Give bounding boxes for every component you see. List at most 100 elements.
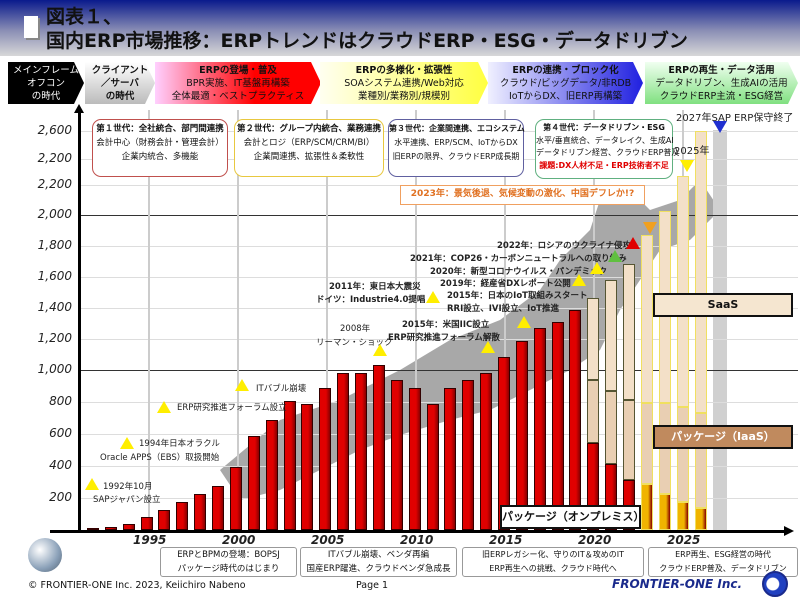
y-tick-label: 200	[49, 490, 72, 504]
bar-2013-onpremise	[462, 380, 475, 530]
generation-1-callout: 第１世代：全社統合、部門間連携 会計中心（財務会計・管理会計） 企業内統合、多機能	[92, 119, 228, 177]
bar-2016-onpremise	[515, 341, 528, 530]
bar-2011-onpremise	[426, 404, 439, 530]
bar-2025-onpremise	[676, 501, 689, 530]
x-tick-label: 2005	[311, 533, 345, 547]
gridline-2000	[78, 215, 798, 216]
x-axis	[50, 530, 785, 533]
warning-triangle-icon	[235, 379, 249, 391]
copyright: © FRONTIER-ONE Inc. 2023, Keiichiro Nabe…	[28, 580, 246, 591]
y-tick-label: 400	[49, 458, 72, 472]
y-tick-label: 2,200	[37, 177, 72, 191]
period-box-1: ERPとBPMの登場：BOPSJ パッケージ時代のはじまり	[160, 547, 297, 577]
vgrid	[148, 110, 150, 530]
y-tick-label: 1,000	[37, 362, 72, 376]
bar-2004-onpremise	[301, 404, 314, 530]
bar-2010-onpremise	[408, 388, 421, 530]
y-tick-label: 2,000	[37, 207, 72, 221]
company-logo: FRONTIER-ONE Inc.	[612, 577, 743, 591]
gridline	[78, 308, 798, 309]
warning-triangle-icon	[481, 341, 495, 353]
period-box-2: ITバブル崩壊、ベンダ再編 国産ERP躍進、クラウドベンダ急成長	[300, 547, 457, 577]
bar-2021-iaas	[605, 390, 618, 464]
y-axis-arrow-icon	[74, 104, 84, 113]
warning-triangle-icon	[373, 344, 387, 356]
generation-3-callout: 第３世代：企業間連携、エコシステム 水平連携、ERP/SCM、IoTからDX 旧ER…	[388, 119, 525, 177]
bar-2019-onpremise	[569, 309, 582, 530]
warning-triangle-icon	[157, 401, 171, 413]
bar-2025-iaas	[676, 407, 689, 502]
event-2015-iic-detail: ERP研究推進フォーラム解散	[388, 333, 500, 343]
bar-2024-onpremise	[658, 493, 671, 530]
x-axis-arrow-icon	[784, 526, 794, 536]
bar-1992-onpremise	[87, 528, 99, 531]
warning-triangle-icon	[590, 262, 604, 274]
x-tick-label: 2000	[222, 533, 256, 547]
y-tick-label: 1,600	[37, 269, 72, 283]
period-box-4: ERP再生、ESG経営の時代 クラウドERP普及、データドリブン	[648, 547, 798, 577]
era-erp-revival: ERPの再生・データ活用 データドリブン、生成AIの活用 クラウドERP主流・ESG…	[645, 62, 798, 104]
bar-1995-onpremise	[140, 517, 153, 530]
bar-2005-onpremise	[319, 388, 332, 530]
vgrid	[326, 110, 328, 530]
warning-triangle-icon	[85, 478, 99, 490]
era-erp-integration: ERPの連携・ブロック化 クラウド/ビッグデータ/非RDB IoTからDX、旧ERP…	[488, 62, 643, 104]
bar-2020-saas	[587, 298, 600, 380]
bar-2001-onpremise	[247, 435, 260, 530]
bar-2022-iaas	[623, 400, 636, 480]
gridline	[78, 246, 798, 247]
y-tick-label: 600	[49, 426, 72, 440]
x-tick-label: 2015	[489, 533, 523, 547]
logo-icon	[762, 571, 788, 597]
page-number: Page 1	[356, 580, 389, 591]
event-1994-detail: Oracle APPS（EBS）取扱開始	[100, 453, 220, 463]
event-2027-label: 2027年SAP ERP保守終了	[676, 113, 794, 124]
x-tick-label: 2020	[578, 533, 612, 547]
legend-saas: SaaS	[653, 293, 793, 317]
era-client-server: クライアント ／サーバ の時代	[85, 62, 155, 104]
event-2008-detail: リーマン・ショック	[316, 338, 393, 348]
y-tick-label: 800	[49, 394, 72, 408]
event-2011-detail: ドイツ：Industrie4.0提唱	[316, 295, 426, 305]
slide-header: 図表１、 国内ERP市場推移：ERPトレンドはクラウドERP・ESG・データドリ…	[0, 0, 800, 56]
bar-2008-onpremise	[372, 364, 385, 530]
event-2008-label: 2008年	[340, 324, 371, 334]
x-tick-label: 1995	[133, 533, 167, 547]
page-title: 国内ERP市場推移：ERPトレンドはクラウドERP・ESG・データドリブン	[46, 30, 688, 52]
event-2011-label: 2011年：東日本大震災	[329, 282, 421, 292]
legend-onpremise: パッケージ（オンプレミス）	[500, 505, 644, 529]
bar-2007-onpremise	[355, 372, 368, 530]
bar-2018-onpremise	[551, 322, 564, 530]
bar-2017-onpremise	[533, 328, 546, 530]
y-tick-label: 2,200	[37, 151, 72, 165]
warning-triangle-icon	[517, 316, 531, 328]
bar-1997-onpremise	[176, 501, 189, 530]
bar-1993-onpremise	[104, 526, 117, 530]
warning-triangle-icon	[120, 437, 134, 449]
bar-1996-onpremise	[158, 509, 171, 530]
event-2015-iot-label: 2015年：日本のIoT取組みスタート	[447, 291, 588, 301]
bar-2021-saas	[605, 279, 618, 391]
red-triangle-icon	[626, 237, 640, 249]
bar-1994-onpremise	[122, 523, 135, 530]
event-1992-detail: SAPジャパン設立	[93, 495, 161, 505]
era-erp-adoption: ERPの登場・普及 BPR実施、IT基盤再構築 全体最適・ベストプラクティス	[155, 62, 321, 104]
y-tick-label: 1,800	[37, 238, 72, 252]
generation-4-callout: 第４世代：データドリブン・ESG 水平/垂直統合、データレイク、生成AI データドリ…	[535, 119, 679, 179]
period-box-3: 旧ERPレガシー化、守りのIT＆攻めのIT ERP再生への挑戦、クラウド時代へ	[462, 547, 644, 577]
bar-2026-onpremise	[694, 507, 707, 530]
y-axis	[78, 110, 81, 532]
vgrid	[415, 110, 417, 530]
y-tick-label: 1,400	[37, 300, 72, 314]
bar-2020-iaas	[587, 379, 600, 444]
event-2022-label: 2022年：ロシアのウクライナ侵攻	[497, 241, 631, 251]
vgrid	[237, 110, 239, 530]
warning-triangle-icon	[572, 274, 586, 286]
bar-2000-onpremise	[229, 467, 242, 530]
event-2021-label: 2021年：COP26・カーボンニュートラルへの取り組み	[410, 254, 627, 264]
figure-number: 図表１、	[46, 6, 123, 28]
green-triangle-icon	[608, 250, 622, 262]
event-2020-label: 2020年：新型コロナウイルス・パンデミック	[430, 267, 608, 277]
bar-2003-onpremise	[283, 400, 296, 530]
